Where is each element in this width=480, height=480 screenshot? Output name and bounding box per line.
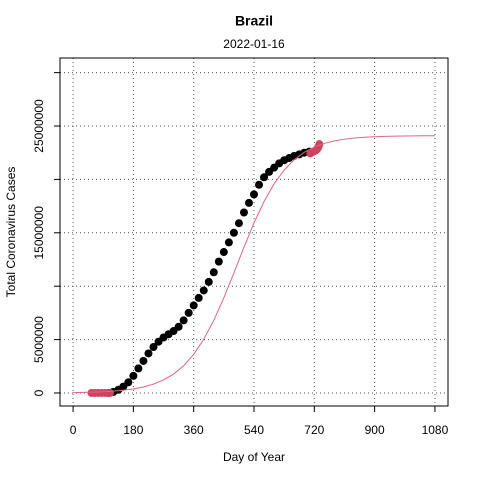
point xyxy=(250,190,258,199)
x-tick-label: 720 xyxy=(304,423,324,437)
point xyxy=(174,322,183,331)
x-tick-label: 180 xyxy=(123,423,143,437)
y-axis-label: Total Coronavirus Cases xyxy=(4,167,18,298)
point xyxy=(209,268,218,277)
point xyxy=(234,219,243,228)
y-tick-label: 15000000 xyxy=(32,206,46,260)
y-tick-label: 5000000 xyxy=(32,316,46,363)
point xyxy=(189,301,198,310)
x-tick-label: 0 xyxy=(70,423,77,437)
x-tick-label: 360 xyxy=(184,423,204,437)
point xyxy=(244,198,253,207)
point xyxy=(134,364,143,373)
point xyxy=(194,293,203,302)
chart-subtitle: 2022-01-16 xyxy=(223,37,285,51)
y-tick-label: 25000000 xyxy=(32,99,46,153)
plot-frame xyxy=(59,57,449,407)
point xyxy=(260,173,269,182)
y-tick-label: 0 xyxy=(32,389,46,396)
point xyxy=(139,356,148,365)
point xyxy=(149,343,158,352)
point xyxy=(129,371,138,380)
x-tick-label: 1080 xyxy=(422,423,449,437)
fit-line xyxy=(73,135,435,394)
x-tick-label: 900 xyxy=(365,423,385,437)
point xyxy=(224,238,233,247)
point xyxy=(214,257,223,266)
point xyxy=(204,277,213,286)
x-axis-label: Day of Year xyxy=(223,450,285,464)
chart-title: Brazil xyxy=(235,13,273,29)
point xyxy=(239,208,248,217)
point xyxy=(199,286,208,295)
x-tick-label: 540 xyxy=(244,423,264,437)
point xyxy=(219,248,228,257)
point xyxy=(184,308,193,317)
point xyxy=(144,349,153,358)
point xyxy=(105,388,114,397)
point xyxy=(179,316,188,325)
point xyxy=(124,378,133,387)
point xyxy=(229,228,238,237)
point xyxy=(255,180,264,189)
